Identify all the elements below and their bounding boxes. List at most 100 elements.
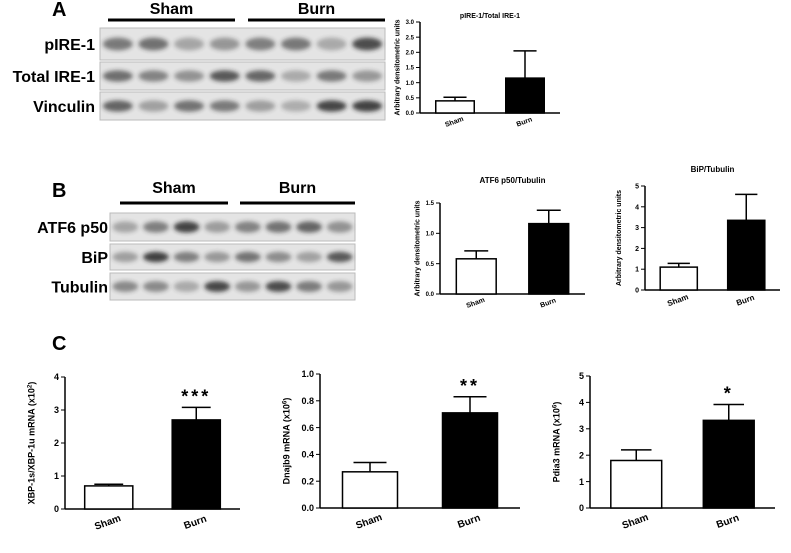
blot-band bbox=[326, 221, 353, 233]
blot-row-label: ATF6 p50 bbox=[37, 220, 108, 237]
significance: * bbox=[724, 384, 734, 404]
y-tick-label: 2.5 bbox=[406, 35, 415, 41]
blot-band bbox=[265, 251, 292, 263]
x-tick-label: Burn bbox=[539, 297, 557, 309]
group-label: Sham bbox=[150, 1, 194, 18]
y-axis-label-part: 6 bbox=[551, 404, 558, 408]
blot-band bbox=[143, 251, 169, 263]
bar bbox=[702, 419, 755, 509]
bar bbox=[505, 77, 545, 114]
blot-band bbox=[352, 37, 383, 51]
y-tick-label: 0.5 bbox=[426, 262, 435, 268]
y-tick-label: 0.0 bbox=[426, 292, 435, 298]
blot-band bbox=[326, 251, 353, 263]
blot-band bbox=[296, 281, 322, 292]
x-tick-label: Sham bbox=[666, 292, 690, 308]
y-tick-label: 2 bbox=[54, 438, 59, 448]
y-axis-label-part: Dnajb9 mRNA (x10 bbox=[281, 404, 291, 484]
y-tick-label: 1.0 bbox=[406, 81, 415, 87]
blot-row-label: Tubulin bbox=[51, 280, 108, 297]
chart-title: ATF6 p50/Tubulin bbox=[480, 176, 546, 185]
blot-band bbox=[352, 70, 383, 82]
blot-band bbox=[174, 70, 205, 82]
group-label: Burn bbox=[298, 1, 335, 18]
blot-band bbox=[245, 70, 276, 82]
blot-band bbox=[102, 70, 133, 82]
y-tick-label: 2 bbox=[635, 246, 639, 253]
blot-band bbox=[265, 221, 292, 233]
blot-band bbox=[204, 281, 231, 292]
blot-band bbox=[204, 221, 231, 233]
blot-band bbox=[143, 281, 169, 292]
blot-band bbox=[102, 37, 133, 51]
y-axis-label: Arbitrary densitometric units bbox=[395, 19, 402, 115]
blot-band bbox=[280, 70, 311, 82]
y-axis-label-part: Pdia3 mRNA (x10 bbox=[551, 408, 561, 482]
blot-band bbox=[138, 100, 169, 112]
x-tick-label: Burn bbox=[735, 293, 756, 308]
blot-band bbox=[209, 100, 240, 112]
bar bbox=[726, 219, 766, 291]
y-axis-label-part: Arbitrary densitometric units bbox=[395, 19, 402, 115]
y-tick-label: 3 bbox=[579, 424, 584, 434]
blot-band bbox=[316, 100, 347, 112]
blot-band bbox=[326, 281, 353, 292]
y-tick-label: 1 bbox=[54, 471, 59, 481]
y-axis-label-part: ) bbox=[26, 382, 36, 385]
panel-letter: B bbox=[52, 180, 66, 202]
x-tick-label: Sham bbox=[621, 512, 650, 532]
y-tick-label: 0.8 bbox=[301, 396, 314, 406]
y-axis-label-part: Arbitrary densitometric units bbox=[415, 200, 422, 296]
x-tick-label: Sham bbox=[93, 513, 122, 533]
bar bbox=[171, 419, 222, 510]
y-axis-label: Arbitrary densitometric units bbox=[415, 200, 422, 296]
y-tick-label: 0 bbox=[54, 504, 59, 514]
blot-band bbox=[316, 70, 347, 82]
y-axis-label: Arbitrary densitometric units bbox=[616, 190, 623, 286]
y-tick-label: 3 bbox=[635, 225, 639, 232]
y-tick-label: 5 bbox=[579, 371, 584, 381]
y-tick-label: 0.5 bbox=[406, 96, 415, 102]
y-tick-label: 0.6 bbox=[301, 423, 314, 433]
group-label: Burn bbox=[279, 180, 316, 197]
blot-band bbox=[112, 251, 139, 263]
x-tick-label: Burn bbox=[456, 513, 482, 531]
blot-band bbox=[209, 70, 240, 82]
blot-band bbox=[204, 251, 231, 263]
x-tick-label: Sham bbox=[444, 116, 464, 129]
blot-band bbox=[265, 281, 292, 292]
blot-row-label: pIRE-1 bbox=[44, 37, 95, 54]
blot-band bbox=[173, 281, 200, 292]
y-axis-label: Dnajb9 mRNA (x106) bbox=[281, 398, 292, 485]
blot-band bbox=[245, 100, 276, 112]
blot-band bbox=[209, 37, 240, 51]
bar bbox=[455, 258, 497, 295]
y-tick-label: 1.5 bbox=[406, 66, 415, 72]
blot-row-label: BiP bbox=[81, 250, 108, 267]
x-tick-label: Burn bbox=[715, 513, 741, 531]
blot-band bbox=[280, 100, 311, 112]
blot-band bbox=[234, 221, 261, 233]
y-axis-label-part: 2 bbox=[26, 384, 33, 388]
significance: ** bbox=[460, 376, 480, 396]
y-tick-label: 2 bbox=[579, 450, 584, 460]
y-tick-label: 3 bbox=[54, 405, 59, 415]
chart-title: pIRE-1/Total IRE-1 bbox=[460, 13, 520, 20]
blot-band bbox=[173, 221, 200, 233]
blot-band bbox=[174, 37, 205, 51]
y-tick-label: 1.5 bbox=[426, 201, 435, 207]
blot-band bbox=[173, 251, 200, 263]
y-tick-label: 5 bbox=[635, 183, 639, 190]
blot-band bbox=[102, 100, 133, 112]
bar bbox=[659, 266, 699, 291]
blot-band bbox=[296, 221, 322, 233]
y-tick-label: 4 bbox=[635, 204, 639, 211]
x-tick-label: Sham bbox=[354, 512, 383, 532]
blot-band bbox=[352, 100, 383, 112]
x-tick-label: Burn bbox=[183, 514, 209, 532]
y-axis-label-part: ) bbox=[551, 402, 561, 405]
y-tick-label: 0.4 bbox=[301, 450, 314, 460]
blot-band bbox=[234, 281, 261, 292]
bar bbox=[435, 100, 475, 114]
